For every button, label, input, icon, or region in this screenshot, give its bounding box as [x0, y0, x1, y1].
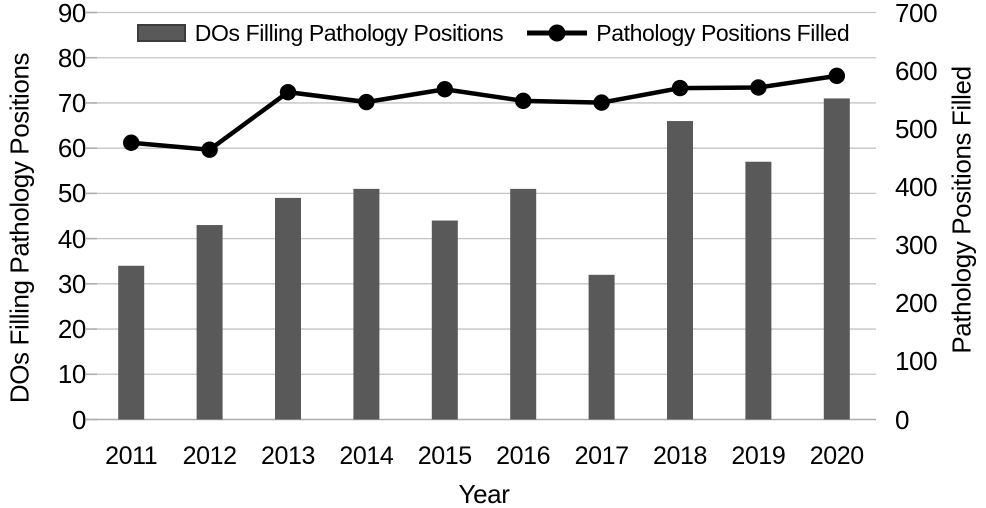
x-axis-tick-label: 2011: [105, 442, 158, 470]
bar-2015: [431, 220, 458, 420]
x-axis-tick-label: 2019: [731, 442, 786, 470]
right-axis-tick-label: 500: [895, 113, 938, 144]
line-series-path: [131, 73, 838, 153]
line-marker-2019: [750, 79, 767, 96]
x-axis-title: Year: [458, 479, 510, 508]
x-axis-tick-label: 2016: [496, 442, 551, 470]
left-axis-tick-label: 90: [57, 0, 87, 28]
legend: DOs Filling Pathology Positions Patholog…: [0, 17, 986, 49]
bar-2012: [196, 225, 223, 420]
line-marker-2011: [123, 134, 140, 151]
line-marker-2012: [201, 141, 218, 158]
x-axis-tick-label: 2018: [652, 442, 707, 470]
bar-2018: [667, 121, 693, 420]
left-axis-tick-label: 60: [57, 133, 87, 164]
right-axis-tick-label: 200: [895, 288, 938, 319]
x-axis-tick-label: 2014: [339, 442, 394, 470]
bar-2019: [745, 161, 772, 420]
legend-label-bar-series: DOs Filling Pathology Positions: [194, 20, 504, 46]
x-axis-tick-label: 2020: [809, 442, 864, 470]
bar-2013: [275, 197, 301, 420]
right-axis-tick-label: 600: [895, 55, 938, 86]
line-marker-2020: [828, 67, 845, 85]
left-axis-tick-label: 80: [57, 42, 87, 73]
legend-item-line-series: Pathology Positions Filled: [527, 17, 850, 49]
line-marker-2015: [436, 81, 453, 98]
line-series-marker-icon: [527, 24, 588, 42]
line-sample-dot: [548, 24, 566, 42]
line-marker-2018: [671, 79, 689, 97]
line-marker-2016: [515, 92, 532, 110]
legend-label-line-series: Pathology Positions Filled: [596, 20, 850, 46]
line-marker-2013: [279, 83, 297, 101]
right-axis-tick-label: 0: [895, 404, 910, 435]
left-axis-tick-label: 40: [57, 223, 87, 254]
right-axis-tick-label: 300: [895, 230, 938, 261]
right-axis-tick-label: 700: [895, 0, 938, 28]
left-axis-tick-label: 10: [57, 359, 87, 390]
right-axis-tick-label: 100: [895, 346, 938, 377]
bar-2011: [118, 265, 145, 420]
bar-2017: [588, 274, 615, 420]
left-axis-tick-label: 30: [57, 268, 87, 299]
left-axis-tick-label: 20: [57, 314, 87, 345]
left-axis-tick-label: 0: [71, 404, 86, 435]
x-axis-tick-label: 2012: [182, 442, 237, 470]
line-marker-2014: [358, 93, 375, 111]
x-axis-tick-label: 2013: [260, 442, 315, 470]
left-axis-tick-label: 50: [57, 178, 87, 209]
legend-item-bar-series: DOs Filling Pathology Positions: [136, 17, 504, 49]
line-marker-2017: [593, 94, 610, 111]
x-axis-tick-label: 2017: [574, 442, 629, 470]
bar-2020: [823, 98, 850, 420]
bar-2016: [510, 188, 537, 420]
bar-2014: [353, 188, 380, 420]
bar-series-swatch-icon: [136, 24, 186, 42]
right-axis-tick-label: 400: [895, 171, 938, 202]
left-axis-tick-label: 70: [57, 87, 87, 118]
x-axis-tick-label: 2015: [417, 442, 472, 470]
